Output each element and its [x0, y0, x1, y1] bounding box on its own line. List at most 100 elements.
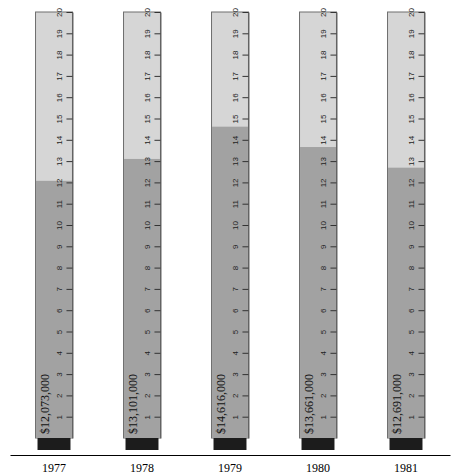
- tick-label: 3: [407, 372, 416, 377]
- end-cap: [38, 438, 71, 450]
- tick: 7: [231, 287, 249, 292]
- data-label: $13,101,000: [126, 374, 140, 434]
- ruler-body: [388, 12, 425, 438]
- ruler-body: [212, 12, 249, 438]
- tick-label: 20: [319, 8, 328, 17]
- tick-label: 14: [407, 135, 416, 144]
- tick-label: 6: [231, 308, 240, 313]
- tick-label: 13: [319, 157, 328, 166]
- tick-label: 15: [319, 114, 328, 123]
- axis-line: [336, 13, 337, 439]
- tick-label: 1: [231, 414, 240, 419]
- tick: 20: [231, 8, 249, 17]
- tick-label: 6: [319, 308, 328, 313]
- end-cap: [302, 438, 335, 450]
- tick: 3: [143, 372, 161, 377]
- tick-label: 2: [143, 393, 152, 398]
- tick-label: 2: [319, 393, 328, 398]
- tick-mark: [242, 289, 248, 290]
- tick-mark: [418, 204, 424, 205]
- tick: 17: [231, 71, 249, 80]
- tick-mark: [242, 268, 248, 269]
- tick-mark: [154, 140, 160, 141]
- tick: 10: [407, 221, 425, 230]
- tick-label: 5: [143, 329, 152, 334]
- tick-label: 19: [231, 29, 240, 38]
- tick-label: 16: [407, 93, 416, 102]
- tick: 7: [55, 287, 73, 292]
- tick-label: 20: [407, 8, 416, 17]
- tick-label: 4: [231, 351, 240, 356]
- tick-label: 8: [407, 265, 416, 270]
- tick-mark: [154, 76, 160, 77]
- tick-mark: [418, 268, 424, 269]
- tick-label: 17: [143, 71, 152, 80]
- ruler-body: [124, 12, 161, 438]
- tick-mark: [242, 332, 248, 333]
- tick: 1: [407, 414, 425, 419]
- tick: 19: [319, 29, 337, 38]
- tick-label: 18: [231, 50, 240, 59]
- bar: [124, 159, 160, 438]
- tick-mark: [418, 182, 424, 183]
- tick-mark: [154, 12, 160, 13]
- tick-label: 9: [55, 244, 64, 249]
- tick: 19: [55, 29, 73, 38]
- tick-label: 1: [143, 414, 152, 419]
- data-label: $12,073,000: [38, 374, 52, 434]
- tick-mark: [418, 310, 424, 311]
- tick-mark: [418, 76, 424, 77]
- tick: 7: [407, 287, 425, 292]
- tick: 16: [407, 93, 425, 102]
- tick-label: 9: [143, 244, 152, 249]
- bars: [36, 127, 424, 438]
- tick: 15: [407, 114, 425, 123]
- tick-mark: [66, 55, 72, 56]
- tick-label: 12: [231, 178, 240, 187]
- tick: 1977: [42, 461, 66, 475]
- tick: 20: [143, 8, 161, 17]
- tick-mark: [242, 161, 248, 162]
- tick-mark: [330, 417, 336, 418]
- tick: 1: [319, 414, 337, 419]
- axis-line: [160, 13, 161, 439]
- tick: 9: [407, 244, 425, 249]
- tick-label: 4: [319, 351, 328, 356]
- tick: 12: [231, 178, 249, 187]
- tick-mark: [242, 395, 248, 396]
- tick-mark: [66, 204, 72, 205]
- tick-mark: [242, 225, 248, 226]
- tick-mark: [418, 353, 424, 354]
- tick-label: 3: [231, 372, 240, 377]
- tick: 8: [143, 265, 161, 270]
- tick-mark: [66, 268, 72, 269]
- tick-mark: [154, 97, 160, 98]
- tick: 18: [143, 50, 161, 59]
- tick: 11: [407, 200, 425, 209]
- tick: 8: [55, 265, 73, 270]
- tick-label: 9: [407, 244, 416, 249]
- data-label: $13,661,000: [302, 374, 316, 434]
- tick-label: 17: [407, 71, 416, 80]
- tick-mark: [330, 12, 336, 13]
- tick-mark: [330, 289, 336, 290]
- ruler-axis: 1234567891011121314151617181920: [319, 8, 337, 439]
- tick-label: 3: [55, 372, 64, 377]
- tick-mark: [330, 204, 336, 205]
- tick: 20: [319, 8, 337, 17]
- end-cap: [126, 438, 159, 450]
- tick: 10: [143, 221, 161, 230]
- tick-label: 7: [231, 287, 240, 292]
- tick-mark: [418, 225, 424, 226]
- tick-label: 11: [319, 200, 328, 209]
- tick-mark: [66, 374, 72, 375]
- tick-mark: [330, 119, 336, 120]
- tick: 5: [231, 329, 249, 334]
- tick: 18: [319, 50, 337, 59]
- tick: 4: [143, 351, 161, 356]
- tick-label: 14: [55, 135, 64, 144]
- bar: [388, 168, 424, 438]
- tick-mark: [66, 140, 72, 141]
- ruler-axis: 1234567891011121314151617181920: [231, 8, 249, 439]
- tick-mark: [330, 76, 336, 77]
